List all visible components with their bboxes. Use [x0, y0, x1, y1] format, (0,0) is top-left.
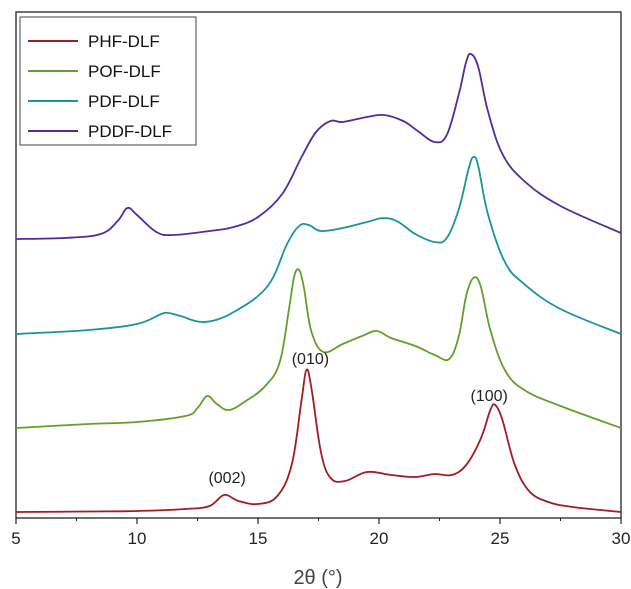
- x-tick-label: 10: [128, 529, 147, 548]
- legend-label: PDF-DLF: [88, 92, 160, 111]
- legend-box: [19, 16, 197, 146]
- x-axis-title: 2θ (°): [293, 567, 342, 589]
- x-tick-label: 30: [612, 529, 631, 548]
- x-tick-label: 5: [11, 529, 20, 548]
- x-axis: 5 10 15 20 25 30: [11, 518, 630, 548]
- series-layer: [15, 52, 622, 513]
- legend-label: POF-DLF: [88, 62, 161, 81]
- peak-label: (010): [292, 351, 329, 368]
- x-tick-label: 15: [249, 529, 268, 548]
- series-line-pdf-dlf: [15, 155, 622, 335]
- x-tick-label: 20: [370, 529, 389, 548]
- peak-label: (100): [470, 388, 507, 405]
- series-line-pddf-dlf: [15, 52, 622, 240]
- x-tick-label: 25: [491, 529, 510, 548]
- legend-label: PDDF-DLF: [88, 122, 172, 141]
- legend-label: PHF-DLF: [88, 32, 160, 51]
- legend: PHF-DLF POF-DLF PDF-DLF PDDF-DLF: [19, 16, 197, 146]
- peak-annotations: (002) (010) (100): [208, 351, 507, 487]
- peak-label: (002): [208, 470, 245, 487]
- series-line-phf-dlf: [15, 368, 622, 513]
- series-line-pof-dlf: [15, 268, 622, 429]
